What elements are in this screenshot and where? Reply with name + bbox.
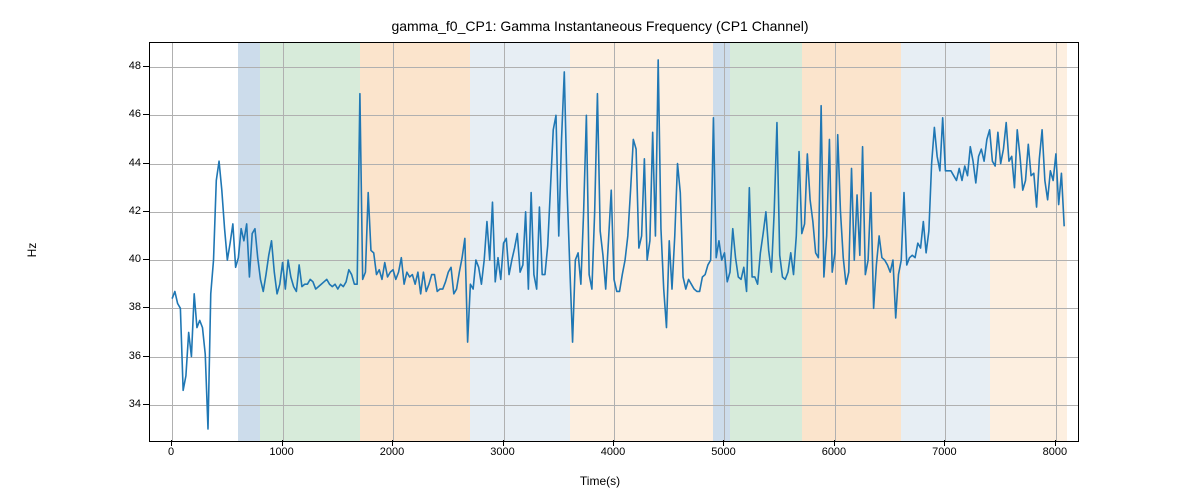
- x-tick-mark: [723, 440, 724, 446]
- chart-container: gamma_f0_CP1: Gamma Instantaneous Freque…: [0, 0, 1200, 500]
- x-tick-label: 6000: [822, 446, 846, 458]
- y-tick-label: 38: [101, 301, 141, 313]
- x-tick-label: 0: [168, 446, 174, 458]
- y-axis-label: Hz: [25, 243, 39, 258]
- x-tick-mark: [1055, 440, 1056, 446]
- y-tick-label: 44: [101, 157, 141, 169]
- data-line: [150, 43, 1078, 441]
- x-tick-mark: [282, 440, 283, 446]
- x-tick-label: 5000: [711, 446, 735, 458]
- x-tick-mark: [392, 440, 393, 446]
- x-tick-mark: [171, 440, 172, 446]
- y-tick-mark: [143, 211, 149, 212]
- y-tick-mark: [143, 114, 149, 115]
- y-tick-label: 48: [101, 60, 141, 72]
- x-tick-mark: [613, 440, 614, 446]
- y-tick-mark: [143, 66, 149, 67]
- x-tick-label: 8000: [1043, 446, 1067, 458]
- y-tick-label: 42: [101, 205, 141, 217]
- x-axis-label: Time(s): [0, 474, 1200, 488]
- y-tick-label: 40: [101, 253, 141, 265]
- x-tick-label: 1000: [269, 446, 293, 458]
- x-tick-label: 4000: [601, 446, 625, 458]
- plot-area: [149, 42, 1079, 442]
- y-tick-mark: [143, 307, 149, 308]
- y-tick-label: 46: [101, 108, 141, 120]
- y-tick-label: 34: [101, 398, 141, 410]
- x-tick-label: 7000: [932, 446, 956, 458]
- x-tick-label: 3000: [490, 446, 514, 458]
- y-tick-mark: [143, 259, 149, 260]
- y-tick-label: 36: [101, 350, 141, 362]
- y-tick-mark: [143, 404, 149, 405]
- y-tick-mark: [143, 163, 149, 164]
- x-tick-mark: [503, 440, 504, 446]
- x-tick-mark: [944, 440, 945, 446]
- chart-title: gamma_f0_CP1: Gamma Instantaneous Freque…: [0, 18, 1200, 34]
- x-tick-label: 2000: [380, 446, 404, 458]
- x-tick-mark: [834, 440, 835, 446]
- y-tick-mark: [143, 356, 149, 357]
